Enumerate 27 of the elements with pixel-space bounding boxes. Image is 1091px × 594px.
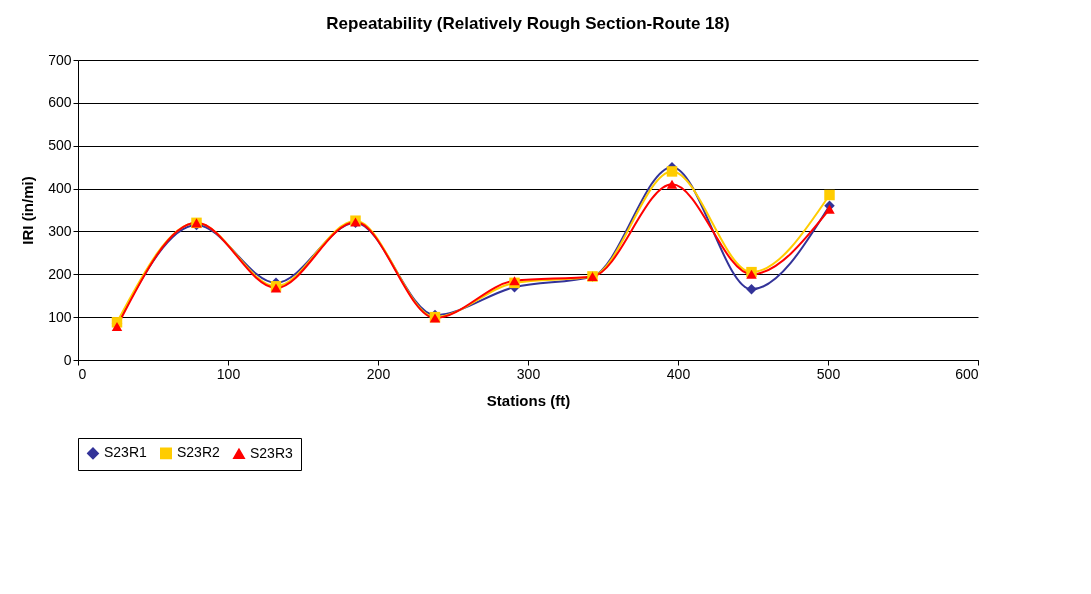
- legend-label: S23R1: [104, 444, 148, 461]
- y-axis-title: IRI (in/mi): [19, 176, 37, 245]
- legend-label: S23R3: [250, 444, 294, 461]
- point: [746, 284, 757, 295]
- point: [824, 204, 835, 214]
- point: [111, 322, 123, 332]
- x-tick-label: 300: [516, 365, 541, 382]
- y-tick-label: 700: [48, 51, 72, 68]
- y-tick-label: 100: [48, 308, 72, 325]
- point: [666, 179, 678, 189]
- y-tick-label: 300: [48, 222, 72, 239]
- point: [824, 189, 835, 201]
- point: [666, 166, 678, 177]
- x-tick-label: 100: [216, 365, 241, 382]
- y-tick-label: 600: [48, 94, 72, 111]
- chart-title: Repeatability (Relatively Rough Section-Route 18): [326, 14, 730, 33]
- x-tick-label: 0: [78, 365, 87, 382]
- x-axis-title: Stations (ft): [486, 391, 571, 409]
- y-tick-label: 0: [63, 351, 72, 368]
- x-tick-label: 200: [366, 365, 391, 382]
- y-tick-label: 400: [48, 180, 72, 197]
- x-tick-label: 500: [816, 365, 841, 382]
- legend-label: S23R2: [177, 444, 221, 461]
- y-tick-label: 500: [48, 137, 72, 154]
- y-tick-label: 200: [48, 265, 72, 282]
- x-tick-label: 400: [666, 365, 691, 382]
- x-tick-label: 600: [955, 365, 979, 382]
